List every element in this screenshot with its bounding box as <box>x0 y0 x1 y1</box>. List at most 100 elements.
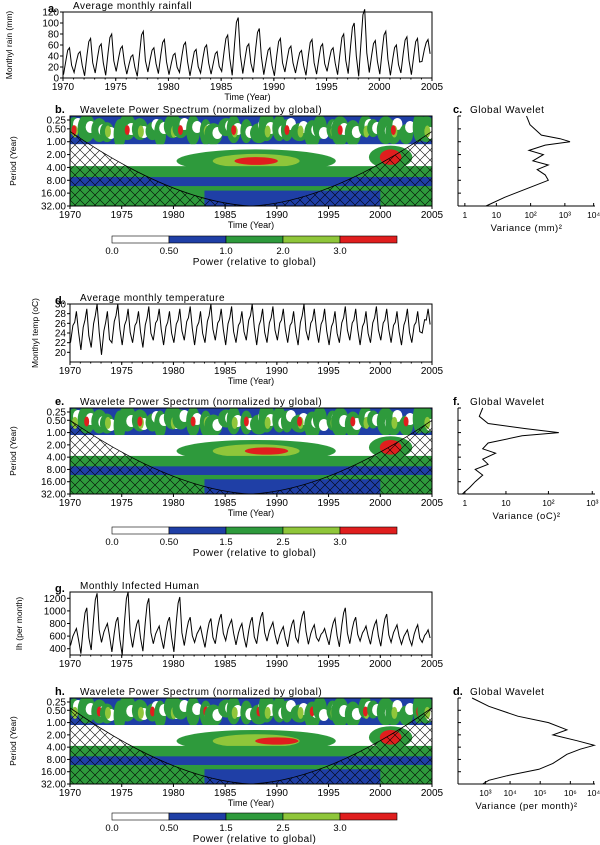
chart-title: Wavelete Power Spectrum (normalized by g… <box>80 105 322 116</box>
blob-red <box>297 416 303 427</box>
x-tick-label: 1975 <box>111 788 134 799</box>
y-tick-label: 8.00 <box>47 755 67 766</box>
x-tick-label: 1 <box>462 210 467 220</box>
y-tick-label: 0.25 <box>47 698 67 709</box>
x-tick-label: 10² <box>524 210 536 220</box>
colorbar-tick-label: 0.0 <box>105 246 118 257</box>
blob-red <box>362 706 368 717</box>
plot-frame <box>69 407 433 495</box>
blob-lightgreen <box>104 706 111 719</box>
x-tick-label: 1980 <box>162 498 185 509</box>
x-tick-label: 10⁴ <box>587 210 600 220</box>
blob-white <box>318 709 329 721</box>
colorbar-segment <box>339 526 398 535</box>
x-axis-label: Time (Year) <box>224 92 270 102</box>
x-tick-label: 2005 <box>421 498 444 509</box>
x-tick-label: 1970 <box>59 366 82 377</box>
panel-letter: f. <box>453 396 460 408</box>
y-tick-label: 30 <box>55 300 67 311</box>
series-line <box>70 591 431 656</box>
colorbar-segment <box>339 235 398 244</box>
blob-red <box>190 416 196 427</box>
x-tick-label: 10² <box>542 498 554 508</box>
blob-white <box>192 703 203 715</box>
y-tick-label: 0.25 <box>47 116 67 127</box>
x-tick-label: 1995 <box>317 366 340 377</box>
x-tick-label: 1980 <box>162 788 185 799</box>
global-wavelet-line <box>485 115 571 207</box>
y-axis-label: Monthyl temp (oC) <box>30 298 40 368</box>
x-tick-label: 10⁴ <box>587 788 600 798</box>
colorbar-segment <box>111 812 170 821</box>
x-axis-label: Variance (mm)² <box>491 223 563 234</box>
x-tick-label: 2000 <box>369 788 392 799</box>
lobe-red <box>244 447 289 455</box>
blob-red <box>284 125 290 136</box>
x-tick-label: 1990 <box>266 498 289 509</box>
y-tick-label: 400 <box>49 644 66 655</box>
x-axis-label: Time (Year) <box>228 798 274 808</box>
lobe-red <box>234 157 278 165</box>
x-tick-label: 2005 <box>421 82 444 93</box>
y-tick-label: 24 <box>55 329 67 340</box>
panel-letter: b. <box>55 104 65 116</box>
chart-title: Global Wavelet <box>470 397 544 408</box>
x-tick-label: 1975 <box>111 210 134 221</box>
global-wavelet-line <box>461 407 559 495</box>
colorbar-tick-label: 0.50 <box>160 246 179 257</box>
band-green-edge <box>70 166 432 171</box>
panel-global-2: 1 10 10² 10³ 10⁴ c. Global Wavelet Variance (mm… <box>453 104 600 234</box>
y-tick-label: 2.00 <box>47 730 67 741</box>
x-tick-label: 1975 <box>111 366 134 377</box>
colorbar-tick-label: 3.0 <box>333 246 346 257</box>
y-tick-label: 40 <box>48 52 60 63</box>
colorbar-label: Power (relative to global) <box>193 834 317 845</box>
blob-red <box>124 125 130 136</box>
colorbar-segment <box>339 812 398 821</box>
x-tick-label: 1995 <box>315 82 338 93</box>
y-tick-label: 4.00 <box>47 453 67 464</box>
x-tick-label: 10⁵ <box>534 788 547 798</box>
colorbar-tick-label: 1.5 <box>219 537 232 548</box>
y-tick-label: 16.00 <box>41 189 66 200</box>
y-tick-label: 800 <box>49 619 66 630</box>
blob-red <box>137 416 143 427</box>
colorbar-tick-label: 2.5 <box>276 537 289 548</box>
band-blue-low <box>70 756 432 765</box>
x-tick-label: 1980 <box>162 366 185 377</box>
heatmap-body <box>70 698 432 784</box>
x-tick-label: 10⁴ <box>504 788 517 798</box>
y-tick-label: 2.00 <box>47 440 67 451</box>
colorbar-tick-label: 0.50 <box>160 537 179 548</box>
x-tick-label: 1985 <box>214 498 237 509</box>
y-tick-label: 32.00 <box>41 490 66 501</box>
colorbar-segment <box>282 235 341 244</box>
y-tick-label: 1000 <box>44 606 67 617</box>
plot-frame <box>69 115 433 207</box>
heatmap-body <box>70 116 432 206</box>
x-tick-label: 1970 <box>59 659 82 670</box>
heatmap-body <box>70 408 432 494</box>
x-tick-label: 10⁶ <box>564 788 577 798</box>
colorbar-label: Power (relative to global) <box>193 548 317 559</box>
blob-red <box>243 416 249 427</box>
blob-lightgreen <box>104 125 111 138</box>
y-tick-label: 4.00 <box>47 743 67 754</box>
x-tick-label: 1975 <box>111 498 134 509</box>
panel-d: 1970 1975 1980 1985 1990 1995 2000 2005 20222426… <box>30 293 444 386</box>
x-tick-label: 10 <box>501 498 511 508</box>
x-axis-label: Variance (per month)² <box>475 801 577 812</box>
blob-white <box>405 121 416 133</box>
panel-letter: g. <box>55 583 65 595</box>
x-tick-label: 1995 <box>317 210 340 221</box>
x-tick-label: 1990 <box>266 210 289 221</box>
y-axis-label: Monthyl rain (mm) <box>4 11 14 80</box>
panel-letter: c. <box>453 104 462 116</box>
blob-white <box>318 127 329 139</box>
blob-red <box>337 125 343 136</box>
x-tick-label: 10³ <box>559 210 571 220</box>
global-wavelet-line <box>471 697 597 785</box>
blob-lightgreen <box>137 706 144 719</box>
blob-red <box>231 125 237 136</box>
